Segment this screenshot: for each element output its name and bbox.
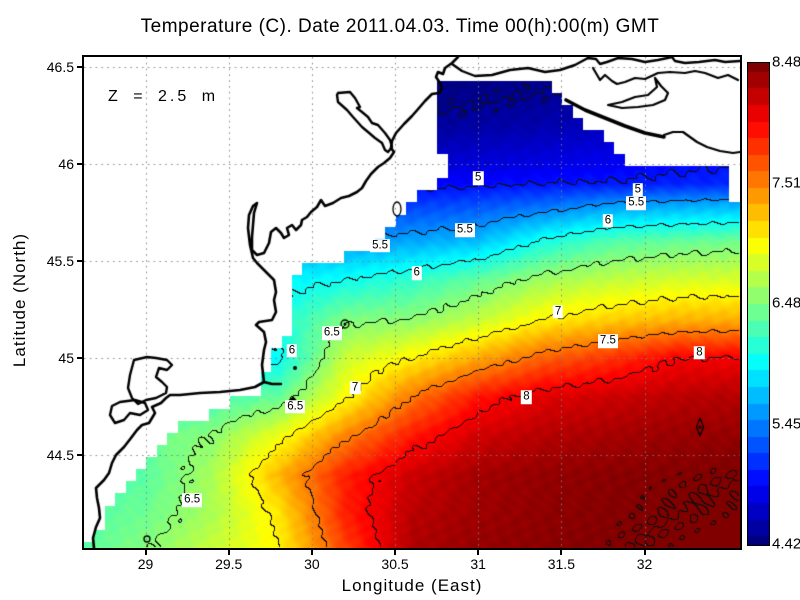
y-tick-label: 44.5	[46, 447, 74, 464]
x-tick	[477, 549, 480, 555]
y-axis-label: Latitude (North)	[10, 232, 29, 368]
x-tick-label: 29.5	[215, 556, 243, 572]
contour-label: 6.5	[182, 493, 203, 507]
x-tick-label: 31.5	[547, 556, 575, 572]
x-tick-label: 30	[304, 556, 320, 572]
colorbar-label: 7.51	[772, 174, 800, 191]
x-tick-label: 30.5	[381, 556, 409, 572]
contour-label: 8	[521, 390, 532, 405]
depth-annotation: Z = 2.5 m	[108, 88, 219, 105]
colorbar-label: 8.48	[772, 53, 800, 71]
plot-border	[82, 55, 742, 550]
contour-label: 6.5	[321, 326, 342, 340]
y-tick	[77, 163, 83, 166]
y-tick	[77, 454, 83, 457]
x-tick	[394, 549, 397, 555]
x-tick-label: 29	[137, 556, 154, 572]
contour-label: 6	[286, 343, 298, 358]
x-tick	[310, 549, 313, 555]
contour-label: 8	[694, 345, 705, 360]
contour-label: 6.5	[285, 400, 306, 414]
contour-label: 5.5	[454, 223, 475, 238]
y-tick	[77, 357, 83, 360]
x-tick	[643, 549, 646, 555]
x-tick	[560, 549, 563, 555]
colorbar-label: 6.48	[772, 294, 800, 312]
page-title: Temperature (C). Date 2011.04.03. Time 0…	[140, 16, 660, 37]
y-tick	[77, 66, 83, 69]
contour-label: 7	[349, 380, 361, 395]
x-tick-label: 31	[470, 556, 486, 572]
x-axis-label: Longitude (East)	[341, 576, 483, 595]
colorbar-label: 5.45	[772, 415, 800, 432]
y-tick	[77, 260, 83, 263]
contour-label: 5.5	[370, 239, 391, 253]
x-tick	[144, 549, 147, 555]
contour-label: 6	[602, 213, 614, 228]
map-canvas	[84, 57, 740, 548]
contour-label: 5	[632, 182, 644, 197]
x-tick-label: 32	[636, 556, 653, 572]
colorbar-label: 4.42	[772, 535, 800, 553]
colorbar	[747, 62, 770, 546]
y-tick-label: 45	[58, 350, 74, 367]
y-tick-label: 46	[58, 156, 74, 173]
x-tick	[227, 549, 230, 555]
contour-label: 5.5	[626, 196, 647, 211]
contour-label: 5	[472, 171, 484, 185]
contour-label: 7	[552, 305, 564, 319]
y-tick-label: 45.5	[46, 253, 74, 270]
contour-label: 7.5	[597, 334, 618, 348]
contour-label: 6	[411, 266, 422, 280]
y-tick-label: 46.5	[46, 59, 74, 76]
